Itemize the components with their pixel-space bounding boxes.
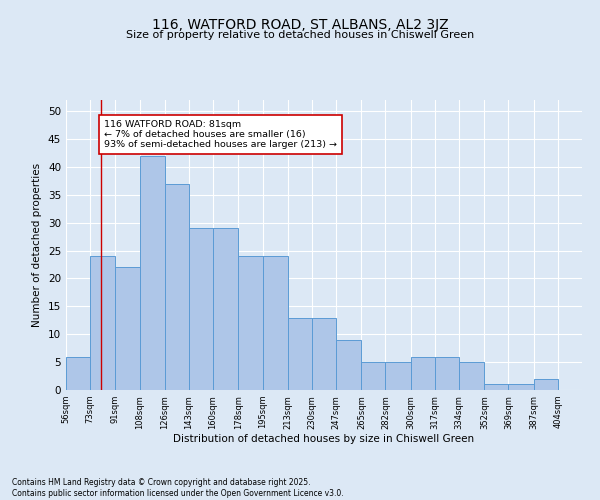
Text: 116 WATFORD ROAD: 81sqm
← 7% of detached houses are smaller (16)
93% of semi-det: 116 WATFORD ROAD: 81sqm ← 7% of detached… [104, 120, 337, 150]
Bar [411, 356, 435, 390]
Bar [263, 256, 288, 390]
Bar [312, 318, 336, 390]
Bar [115, 268, 140, 390]
Text: Size of property relative to detached houses in Chiswell Green: Size of property relative to detached ho… [126, 30, 474, 40]
Bar [140, 156, 165, 390]
X-axis label: Distribution of detached houses by size in Chiswell Green: Distribution of detached houses by size … [173, 434, 475, 444]
Y-axis label: Number of detached properties: Number of detached properties [32, 163, 43, 327]
Bar [385, 362, 411, 390]
Bar [165, 184, 189, 390]
Bar [459, 362, 484, 390]
Bar [435, 356, 459, 390]
Bar [238, 256, 263, 390]
Bar [534, 379, 558, 390]
Bar [288, 318, 312, 390]
Bar [508, 384, 534, 390]
Bar [213, 228, 238, 390]
Bar [361, 362, 385, 390]
Text: 116, WATFORD ROAD, ST ALBANS, AL2 3JZ: 116, WATFORD ROAD, ST ALBANS, AL2 3JZ [152, 18, 448, 32]
Bar [336, 340, 361, 390]
Bar [484, 384, 508, 390]
Text: Contains HM Land Registry data © Crown copyright and database right 2025.
Contai: Contains HM Land Registry data © Crown c… [12, 478, 344, 498]
Bar [66, 356, 90, 390]
Bar [90, 256, 115, 390]
Bar [189, 228, 213, 390]
